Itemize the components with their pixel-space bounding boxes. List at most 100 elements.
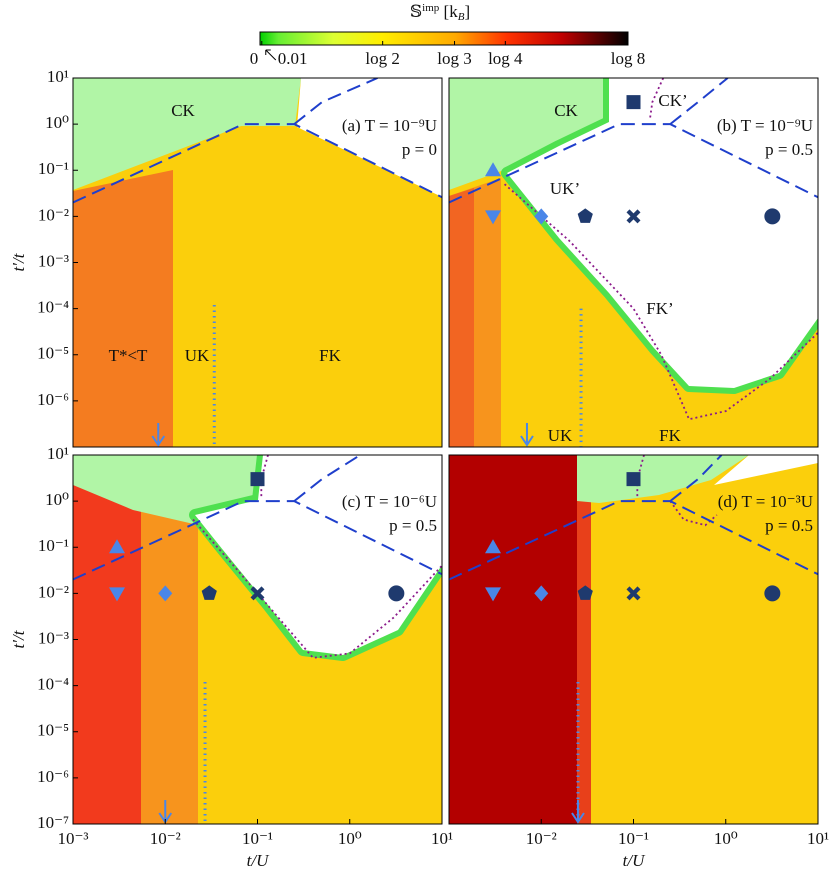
marker [201, 585, 217, 600]
region-label: FK [319, 346, 341, 365]
colorbar-title: 𝕊imp [kB] [410, 2, 470, 23]
x-tick-label: 10¹ [431, 829, 453, 848]
phase-region [449, 188, 474, 447]
crossover-line [669, 500, 718, 527]
plot-area [449, 455, 818, 824]
boundary-line [73, 123, 442, 204]
region-label: FK [659, 426, 681, 445]
y-tick-label: 10⁰ [45, 113, 69, 132]
y-tick-label: 10⁻⁴ [37, 675, 69, 694]
y-tick-label: 10⁻² [38, 205, 69, 224]
marker [626, 95, 641, 110]
marker [626, 586, 641, 601]
y-tick-label: 10⁻⁵ [37, 344, 69, 363]
x-tick-label: 10¹ [807, 829, 829, 848]
arrow [151, 423, 166, 447]
panel-param: p = 0.5 [765, 516, 813, 535]
x-axis-label: t/U [623, 851, 646, 870]
boundary-line [449, 123, 818, 204]
y-tick-label: 10⁻⁶ [37, 390, 69, 409]
marker [485, 210, 502, 225]
region-label: CK [554, 101, 578, 120]
region-label: UK’ [550, 179, 580, 198]
panel-param: p = 0.5 [765, 140, 813, 159]
crossover-line [503, 183, 818, 421]
phase-region [714, 455, 818, 485]
region-label: CK’ [658, 91, 687, 110]
colorbar-title-part: ] [464, 2, 470, 21]
panel-param: p = 0 [402, 140, 437, 159]
crossover-line [648, 78, 665, 121]
marker [250, 472, 265, 487]
y-tick-label: 10⁻³ [38, 628, 69, 647]
colorbar-title-part: imp [422, 2, 440, 14]
phase-region [73, 455, 141, 824]
panel-label: (a) T = 10⁻⁹U [342, 116, 437, 135]
phase-region [507, 78, 818, 388]
boundary-line [449, 500, 818, 581]
arrow [571, 800, 585, 824]
axes-frame [448, 77, 819, 448]
boundary-line [293, 455, 361, 502]
y-tick-label: 10⁻¹ [38, 536, 69, 555]
y-axis-label: t′/t [9, 629, 28, 648]
region-label: UK [185, 346, 210, 365]
colorbar-tick-label: 0 [250, 49, 259, 68]
colorbar-title-part: [k [439, 2, 458, 21]
boundary-line [669, 455, 723, 502]
y-tick-label: 10⁻² [38, 582, 69, 601]
panel-label: (b) T = 10⁻⁹U [717, 116, 813, 135]
y-tick-label: 10⁻³ [38, 251, 69, 270]
colorbar-tick-label: log 2 [365, 49, 399, 68]
plot-area [73, 455, 442, 824]
pointer-arrow [265, 49, 277, 61]
phase-region [73, 170, 173, 447]
panel-param: p = 0.5 [389, 516, 437, 535]
y-axis-label: t′/t [9, 252, 28, 271]
marker [764, 585, 781, 602]
marker [250, 586, 265, 601]
y-tick-label: 10⁻¹ [38, 159, 69, 178]
marker [626, 472, 641, 487]
x-axis-label: t/U [247, 851, 270, 870]
marker [485, 539, 502, 554]
plot-area [449, 78, 818, 447]
marker [158, 585, 173, 602]
colorbar [259, 31, 629, 46]
marker [577, 208, 593, 223]
marker [109, 539, 126, 554]
phase-region [195, 455, 442, 655]
marker [626, 209, 641, 224]
y-tick-label: 10⁻⁶ [37, 767, 69, 786]
phase-region [577, 455, 749, 503]
marker [577, 585, 593, 600]
phase-region [449, 78, 609, 190]
crossover-line [192, 518, 442, 659]
phase-region [577, 455, 591, 824]
marker [485, 587, 502, 602]
colorbar-tick-label: 0.01 [278, 49, 308, 68]
x-tick-label: 10⁰ [338, 829, 362, 848]
panel-label: (c) T = 10⁻⁶U [342, 492, 437, 511]
marker [388, 585, 405, 602]
region-label: T*<T [109, 346, 148, 365]
colorbar-title-part: 𝕊 [410, 2, 422, 21]
y-tick-label: 10¹ [47, 444, 69, 463]
boundary-line [293, 78, 378, 125]
y-tick-label: 10¹ [47, 67, 69, 86]
boundary-line [669, 78, 729, 125]
arrow [520, 423, 534, 447]
boundary-line [73, 500, 442, 581]
y-tick-label: 10⁰ [45, 490, 69, 509]
x-tick-label: 10⁻² [526, 829, 557, 848]
panel-label: (d) T = 10⁻³U [718, 492, 813, 511]
x-tick-label: 10⁻¹ [242, 829, 273, 848]
colorbar-title-part: B [458, 11, 465, 23]
x-tick-label: 10⁻² [150, 829, 181, 848]
phase-region [141, 455, 198, 824]
phase-region [73, 78, 301, 190]
x-tick-label: 10⁰ [714, 829, 738, 848]
y-tick-label: 10⁻⁴ [37, 298, 69, 317]
region-label: UK [548, 426, 573, 445]
